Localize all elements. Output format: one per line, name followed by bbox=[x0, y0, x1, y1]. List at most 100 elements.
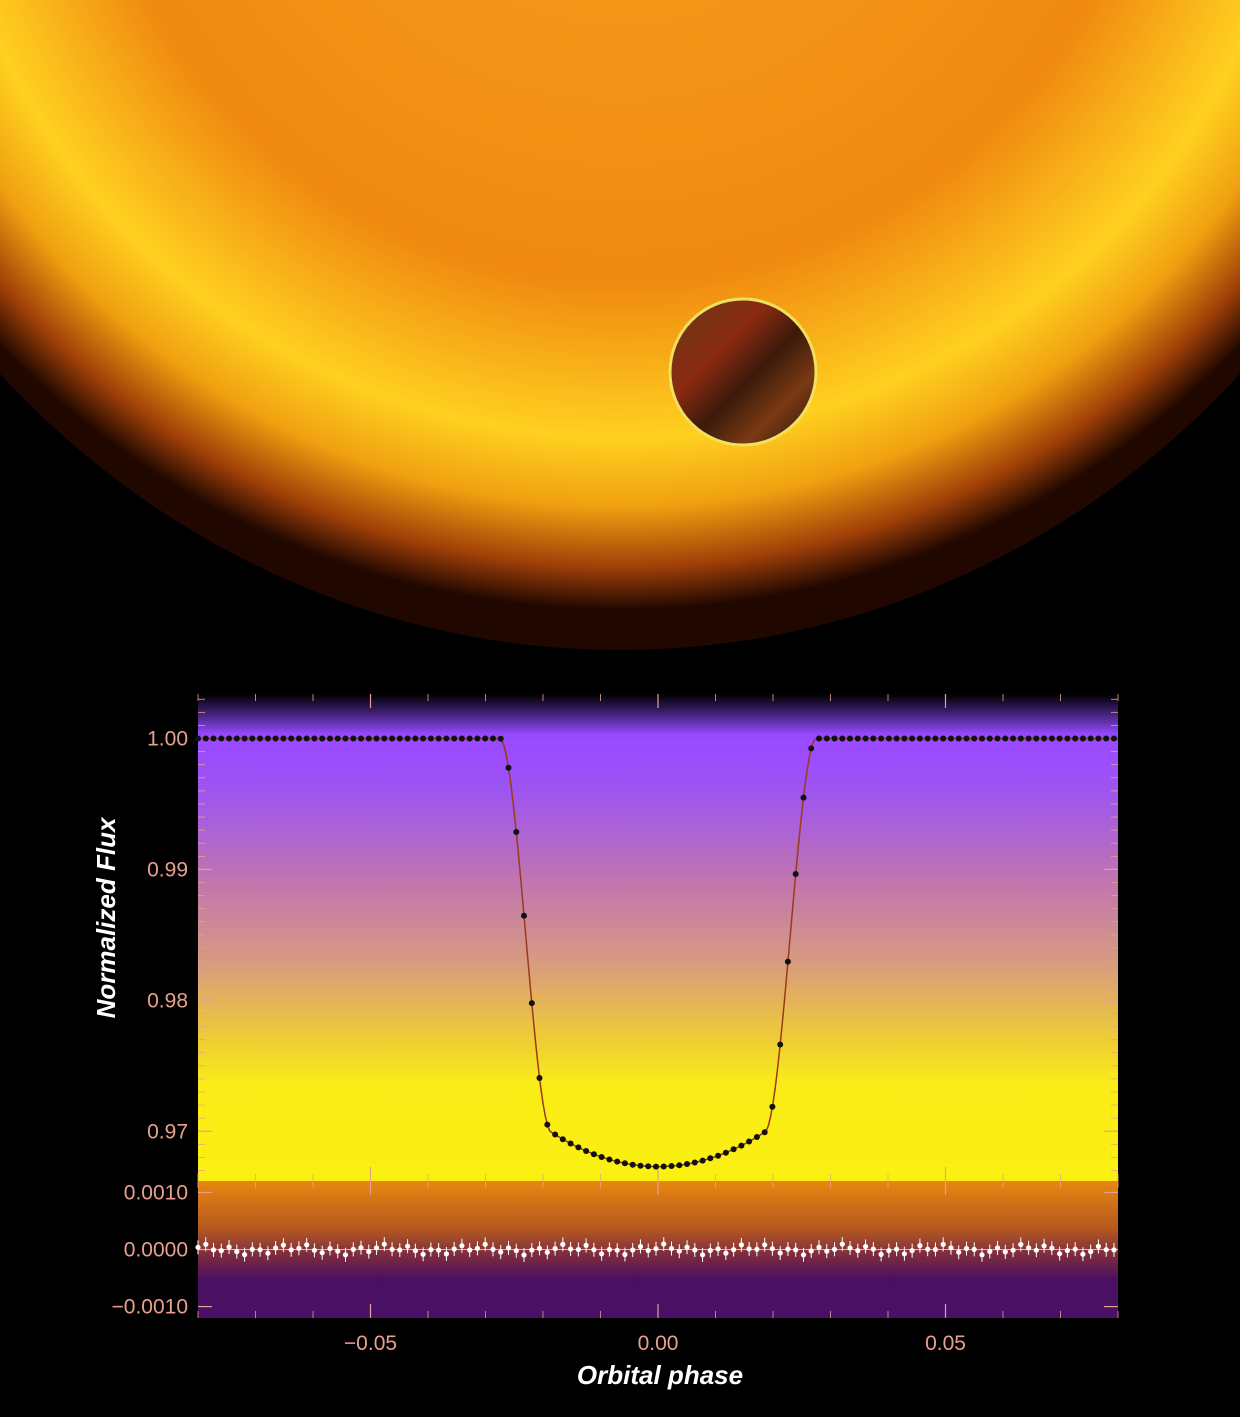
light-curve-point bbox=[909, 735, 916, 742]
light-curve-point bbox=[948, 735, 954, 742]
residual-point bbox=[599, 1251, 605, 1257]
residual-point bbox=[335, 1248, 341, 1254]
light-curve-point bbox=[311, 735, 318, 742]
residual-point bbox=[1080, 1251, 1086, 1257]
light-curve-point bbox=[1056, 735, 1063, 742]
light-curve-point bbox=[979, 735, 985, 742]
residual-point bbox=[839, 1241, 845, 1247]
residual-point bbox=[925, 1246, 931, 1252]
residual-point bbox=[637, 1243, 644, 1250]
residual-point bbox=[1103, 1247, 1109, 1253]
residual-point bbox=[917, 1243, 923, 1249]
light-curve-point bbox=[784, 958, 791, 965]
residuals-x-tick-labels: −0.05 0.00 0.05 bbox=[344, 1332, 966, 1355]
light-curve-point bbox=[606, 1156, 613, 1163]
light-curve-point bbox=[738, 1142, 745, 1149]
light-curve-point bbox=[559, 1136, 566, 1143]
light-curve-point bbox=[986, 735, 993, 742]
residual-point bbox=[932, 1246, 939, 1253]
residual-point bbox=[901, 1251, 908, 1257]
residual-point bbox=[878, 1251, 884, 1257]
light-curve-point bbox=[769, 1103, 776, 1110]
light-curve-point bbox=[684, 1161, 690, 1167]
light-curve-point bbox=[792, 871, 799, 877]
light-curve-point bbox=[808, 745, 815, 752]
light-curve-point bbox=[264, 735, 271, 742]
x-axis-title: Orbital phase bbox=[577, 1360, 743, 1390]
light-curve-point bbox=[505, 764, 512, 771]
light-curve-point bbox=[816, 735, 822, 742]
residual-point bbox=[1033, 1247, 1039, 1253]
residual-point bbox=[963, 1245, 970, 1252]
residual-point bbox=[754, 1246, 760, 1252]
light-curve-point bbox=[528, 1000, 535, 1007]
light-curve-point bbox=[885, 735, 892, 742]
residual-point bbox=[288, 1247, 294, 1253]
residual-point bbox=[1049, 1245, 1055, 1251]
light-curve-background bbox=[198, 694, 1118, 1181]
light-curve-point bbox=[1010, 735, 1017, 742]
residual-point bbox=[723, 1250, 729, 1256]
residual-point bbox=[855, 1248, 861, 1254]
residual-point bbox=[280, 1242, 286, 1248]
residual-point bbox=[1072, 1246, 1078, 1252]
residual-point bbox=[777, 1250, 783, 1256]
residual-point bbox=[684, 1244, 690, 1250]
y-tick-label: −0.0010 bbox=[112, 1296, 189, 1319]
residual-point bbox=[342, 1252, 349, 1258]
residual-point bbox=[614, 1247, 620, 1253]
y-axis-title: Normalized Flux bbox=[91, 816, 121, 1018]
light-curve-point bbox=[373, 735, 380, 742]
light-curve-point bbox=[210, 735, 217, 742]
light-curve-point bbox=[854, 735, 861, 742]
residual-point bbox=[715, 1246, 721, 1252]
light-curve-point bbox=[249, 735, 256, 742]
residual-point bbox=[304, 1242, 310, 1248]
light-curve-point bbox=[427, 735, 434, 742]
light-curve-point bbox=[288, 735, 295, 742]
light-curve-point bbox=[1002, 735, 1009, 742]
light-curve-point bbox=[839, 735, 846, 742]
light-curve-point bbox=[583, 1148, 590, 1154]
residual-point bbox=[373, 1245, 380, 1251]
light-curve-point bbox=[389, 735, 396, 742]
residual-point bbox=[358, 1245, 364, 1251]
residual-point bbox=[583, 1242, 589, 1248]
light-curve-point bbox=[823, 735, 830, 742]
residual-point bbox=[979, 1252, 985, 1258]
light-curve-point bbox=[1087, 735, 1094, 742]
residual-point bbox=[436, 1247, 442, 1253]
light-curve-point bbox=[621, 1160, 628, 1167]
x-tick-label: 0.00 bbox=[638, 1332, 679, 1355]
light-curve-point bbox=[653, 1163, 659, 1170]
residual-point bbox=[203, 1241, 209, 1247]
light-curve-point bbox=[645, 1163, 652, 1170]
residual-point bbox=[1095, 1243, 1101, 1249]
light-curve-point bbox=[862, 735, 869, 742]
residual-point bbox=[785, 1246, 791, 1252]
light-curve-point bbox=[381, 735, 388, 742]
light-curve-point bbox=[660, 1163, 667, 1170]
light-curve-point bbox=[303, 735, 310, 742]
residual-point bbox=[242, 1252, 248, 1258]
residual-point bbox=[210, 1247, 217, 1253]
residual-point bbox=[265, 1250, 271, 1256]
residual-point bbox=[668, 1245, 675, 1252]
y-tick-label: 0.0010 bbox=[124, 1181, 188, 1204]
residual-point bbox=[467, 1247, 473, 1253]
planet-illustration bbox=[668, 297, 818, 447]
light-curve-point bbox=[893, 735, 900, 742]
residual-point bbox=[1064, 1247, 1070, 1254]
light-curve-point bbox=[831, 735, 838, 742]
residual-point bbox=[676, 1248, 682, 1254]
light-curve-point bbox=[1017, 735, 1024, 742]
residual-point bbox=[443, 1251, 449, 1257]
light-curve-point bbox=[544, 1121, 551, 1128]
residual-point bbox=[1088, 1249, 1094, 1255]
light-curve-point bbox=[668, 1163, 675, 1169]
residual-point bbox=[257, 1247, 263, 1253]
light-curve-point bbox=[901, 735, 908, 742]
residual-point bbox=[428, 1247, 434, 1253]
residual-point bbox=[195, 1244, 201, 1250]
